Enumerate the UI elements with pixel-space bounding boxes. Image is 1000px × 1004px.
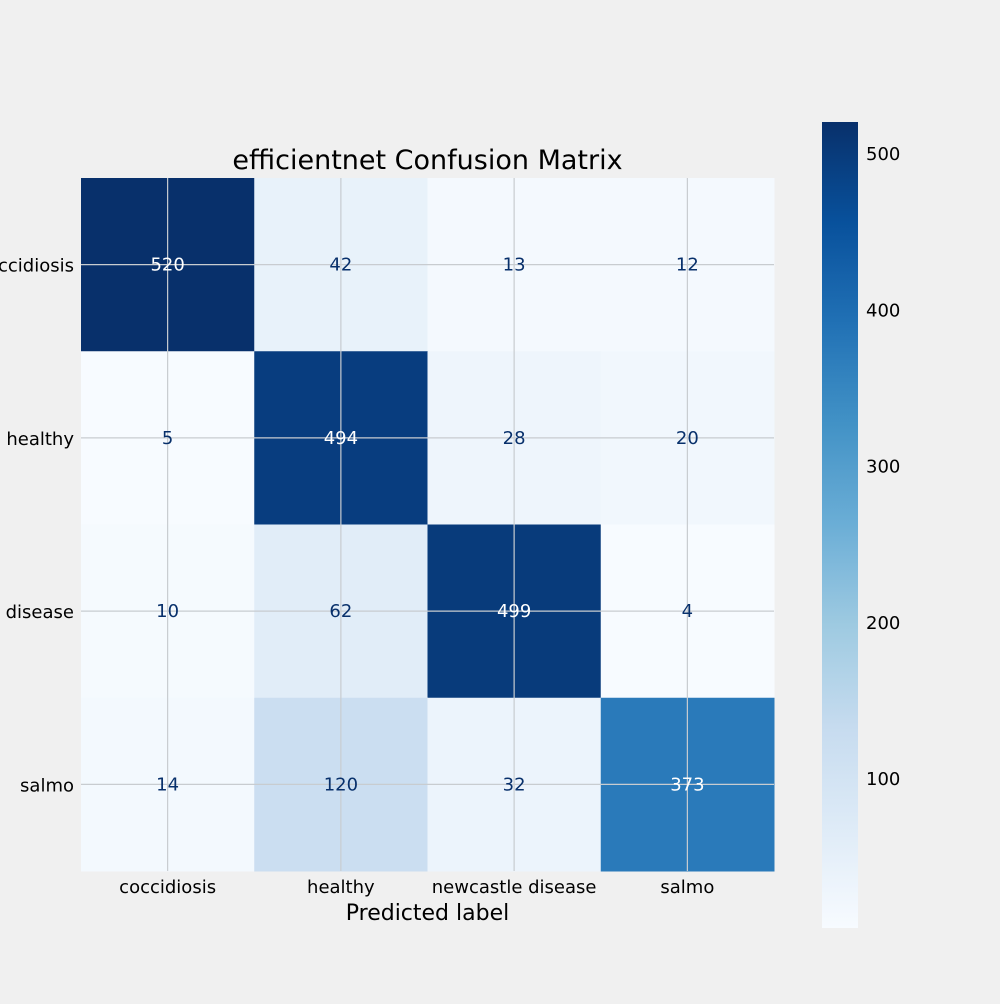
colorbar-tick-label: 200 xyxy=(866,613,900,634)
colorbar-tick-label: 500 xyxy=(866,144,900,165)
cell-value-label: 120 xyxy=(324,774,358,795)
cell-value-label: 5 xyxy=(162,428,173,449)
cell-value-label: 10 xyxy=(156,601,179,622)
colorbar-tick-label: 300 xyxy=(866,457,900,478)
chart-title: efficientnet Confusion Matrix xyxy=(232,145,622,176)
cell-value-label: 20 xyxy=(676,428,699,449)
y-tick-label: coccidiosis xyxy=(0,256,74,277)
colorbar-gradient xyxy=(822,122,858,928)
cell-value-label: 32 xyxy=(503,774,526,795)
y-tick-label: newcastle disease xyxy=(0,602,74,623)
cell-value-label: 494 xyxy=(324,428,358,449)
cell-value-label: 28 xyxy=(503,428,526,449)
cell-value-label: 499 xyxy=(497,601,531,622)
cell-value-labels: 520 42 13 12 5 494 28 20 10 62 499 4 14 120 32 373 xyxy=(150,255,704,796)
x-tick-label: newcastle disease xyxy=(432,877,597,898)
y-tick-label: healthy xyxy=(6,429,74,450)
y-tick-labels: coccidiosis healthy newcastle disease salmo xyxy=(0,256,74,797)
cell-value-label: 42 xyxy=(329,255,352,276)
colorbar-tick-label: 100 xyxy=(866,769,900,790)
grid-lines xyxy=(81,178,774,871)
colorbar: 100 200 300 400 500 xyxy=(822,122,900,928)
cell-value-label: 12 xyxy=(676,255,699,276)
cell-value-label: 14 xyxy=(156,774,179,795)
x-tick-labels: coccidiosis healthy newcastle disease salmo xyxy=(119,877,714,898)
x-tick-label: salmo xyxy=(660,877,714,898)
x-tick-label: healthy xyxy=(307,877,375,898)
cell-value-label: 4 xyxy=(682,601,693,622)
cell-value-label: 520 xyxy=(150,255,184,276)
cell-value-label: 373 xyxy=(670,774,704,795)
y-tick-label: salmo xyxy=(20,775,74,796)
x-tick-label: coccidiosis xyxy=(119,877,216,898)
colorbar-tick-label: 400 xyxy=(866,300,900,321)
cell-value-label: 13 xyxy=(503,255,526,276)
x-axis-label: Predicted label xyxy=(346,901,509,926)
matrix-cells xyxy=(81,178,775,872)
cell-value-label: 62 xyxy=(329,601,352,622)
